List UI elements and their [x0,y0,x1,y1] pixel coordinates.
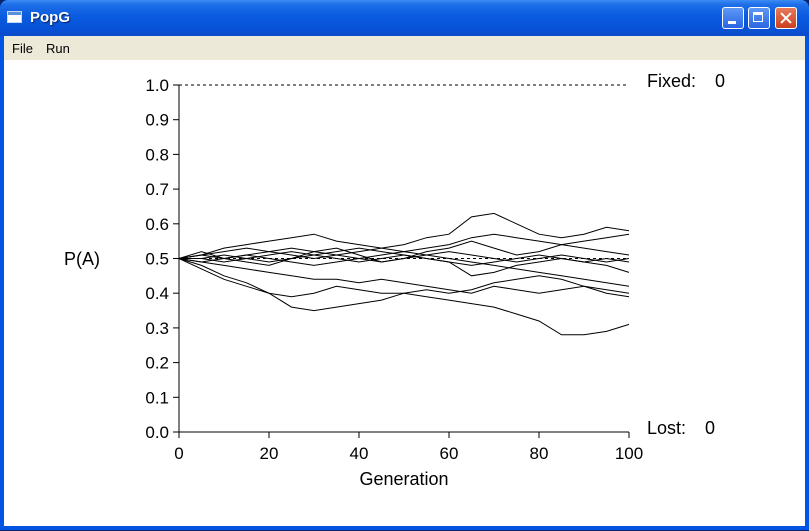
fixed-label: Fixed: [647,71,696,91]
y-tick-label: 0.7 [145,180,169,199]
y-tick-label: 0.5 [145,250,169,269]
menu-file[interactable]: File [12,41,33,56]
population-line-9 [178,247,630,263]
fixed-count: 0 [715,71,725,91]
x-axis-label: Generation [359,469,448,489]
y-tick-label: 0.8 [145,145,169,164]
population-line-3 [178,212,630,259]
population-line-4 [178,233,630,266]
x-tick-label: 40 [350,444,369,463]
plot-area: 0.0 0.1 0.2 0.3 0.4 0.5 0.6 0.7 0.8 0.9 1.0 0 20 40 6… [4,60,805,526]
y-axis-label: P(A) [64,249,100,269]
window-title: PopG [30,9,70,26]
x-tick-label: 60 [440,444,459,463]
lost-count: 0 [705,418,715,438]
population-line-6 [178,247,630,287]
menu-bar: File Run [4,36,805,60]
maximize-button[interactable] [748,7,770,29]
population-line-1 [178,258,630,312]
minimize-button[interactable] [722,7,744,29]
y-tick-label: 1.0 [145,76,169,95]
y-tick-label: 0.1 [145,388,169,407]
y-tick-label: 0.2 [145,354,169,373]
population-line-8 [178,233,630,266]
x-tick-label: 20 [260,444,279,463]
menu-run[interactable]: Run [46,41,70,56]
y-tick-label: 0.6 [145,215,169,234]
y-tick-label: 0.0 [145,423,169,442]
population-line-2 [178,258,630,336]
title-bar[interactable]: PopG [0,0,809,36]
close-button[interactable] [775,7,797,29]
x-tick-label: 100 [615,444,643,463]
y-tick-label: 0.4 [145,284,169,303]
app-window-icon [7,11,22,23]
y-tick-label: 0.3 [145,319,169,338]
y-tick-label: 0.9 [145,111,169,130]
population-line-5 [178,258,630,298]
allele-frequency-chart: 0.0 0.1 0.2 0.3 0.4 0.5 0.6 0.7 0.8 0.9 1.0 0 20 40 6… [64,71,725,489]
population-line-10 [179,251,630,266]
x-tick-label: 0 [174,444,183,463]
x-tick-label: 80 [530,444,549,463]
lost-label: Lost: [647,418,686,438]
